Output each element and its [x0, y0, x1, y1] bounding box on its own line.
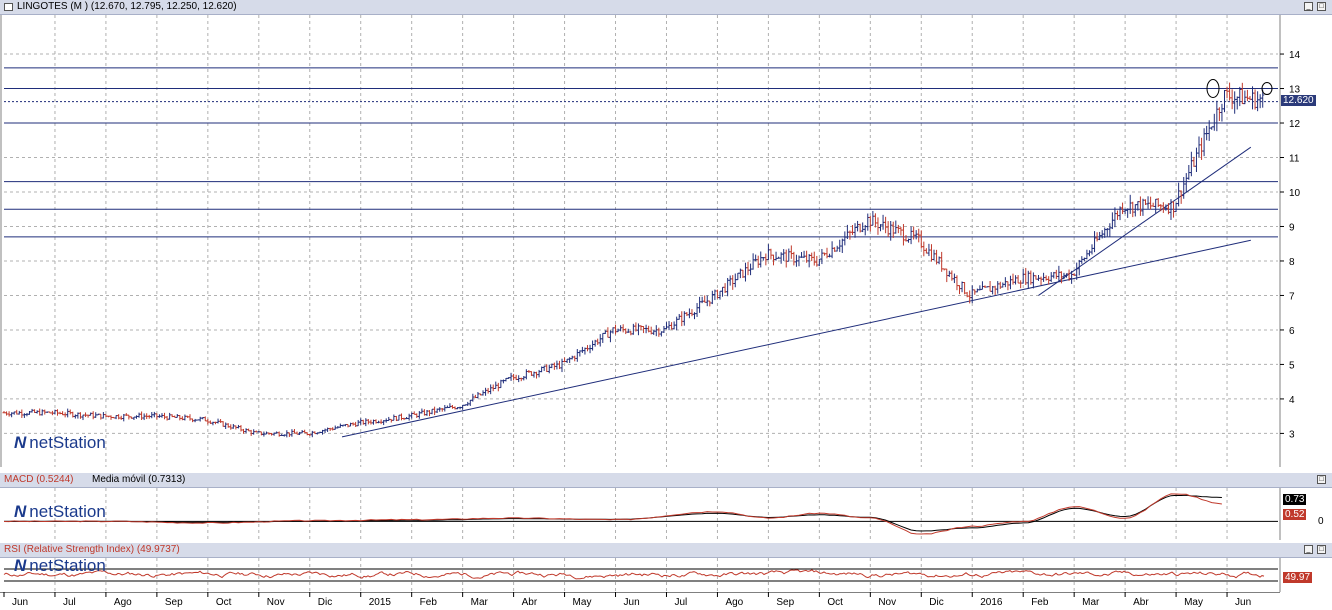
y-tick-label: 5	[1289, 360, 1295, 371]
x-tick-label: Mar	[1082, 597, 1100, 608]
y-tick-label: 13	[1289, 85, 1301, 96]
x-tick-label: May	[573, 597, 592, 608]
annotation-circle	[1206, 79, 1220, 99]
macd-line	[3, 493, 1222, 535]
x-tick-label: Feb	[420, 597, 438, 608]
y-tick-label: 11	[1289, 154, 1300, 165]
y-tick-label: 6	[1289, 326, 1295, 337]
x-tick-label: Dic	[318, 597, 332, 608]
last-price-label: 12.620	[1281, 94, 1316, 106]
maximize-icon[interactable]: □	[1317, 2, 1326, 11]
y-tick-label: 9	[1289, 222, 1295, 233]
maximize-icon[interactable]: □	[1317, 545, 1326, 554]
y-tick-label: 14	[1289, 50, 1301, 61]
x-tick-label: 2015	[369, 597, 392, 608]
x-tick-label: Feb	[1031, 597, 1049, 608]
y-tick-label: 10	[1289, 188, 1301, 199]
x-tick-label: Abr	[522, 597, 538, 608]
x-tick-label: Sep	[776, 597, 794, 608]
x-tick-label: Oct	[827, 597, 843, 608]
x-tick-label: 2016	[980, 597, 1003, 608]
x-tick-label: Jul	[674, 597, 687, 608]
x-tick-label: Mar	[471, 597, 489, 608]
x-tick-label: Dic	[929, 597, 943, 608]
y-tick-label: 8	[1289, 257, 1295, 268]
netstation-logo-icon: N	[14, 433, 27, 452]
macd-signal-title: Media móvil (0.7313)	[92, 474, 186, 485]
x-tick-label: Abr	[1133, 597, 1149, 608]
y-tick-label: 4	[1289, 395, 1295, 406]
main-panel-titlebar: LINGOTES (M ) (12.670, 12.795, 12.250, 1…	[0, 0, 1332, 15]
x-tick-label: Ago	[725, 597, 743, 608]
macd-chart[interactable]	[0, 488, 1332, 540]
netstation-logo-icon: N	[14, 502, 27, 521]
x-tick-label: May	[1184, 597, 1203, 608]
rsi-title: RSI (Relative Strength Index) (49.9737)	[4, 544, 180, 555]
macd-value-box: 0.52	[1283, 509, 1307, 520]
y-tick-label: 12	[1289, 119, 1301, 130]
macd-title: MACD (0.5244)	[4, 474, 74, 485]
macd-signal-line	[4, 494, 1222, 532]
x-tick-label: Jul	[63, 597, 76, 608]
x-tick-label: Ago	[114, 597, 132, 608]
rsi-chart[interactable]	[0, 558, 1332, 592]
macd-zero-tick: 0	[1318, 516, 1324, 527]
x-tick-label: Jun	[624, 597, 640, 608]
macd-panel-titlebar: MACD (0.5244) Media móvil (0.7313) □	[0, 473, 1332, 488]
y-tick-label: 7	[1289, 291, 1295, 302]
x-tick-label: Nov	[878, 597, 896, 608]
netstation-logo-icon: N	[14, 556, 27, 575]
rsi-panel-titlebar: RSI (Relative Strength Index) (49.9737) …	[0, 543, 1332, 558]
minimize-icon[interactable]: _	[1304, 2, 1313, 11]
y-tick-label: 3	[1289, 429, 1295, 440]
macd-signal-value-box: 0.73	[1283, 494, 1307, 505]
trend-line	[341, 239, 1251, 438]
trend-line	[1038, 146, 1252, 296]
x-tick-label: Nov	[267, 597, 285, 608]
minimize-icon[interactable]: _	[1304, 545, 1313, 554]
price-chart[interactable]: 3 4 5 6 7 8 9 10 11 12 13 14	[0, 15, 1332, 467]
rsi-value-box: 49.97	[1283, 572, 1313, 583]
x-tick-label: Sep	[165, 597, 183, 608]
x-tick-label: Jun	[12, 597, 28, 608]
panel-icon	[4, 3, 13, 11]
rsi-line	[3, 569, 1265, 580]
main-panel-title: LINGOTES (M ) (12.670, 12.795, 12.250, 1…	[17, 1, 237, 12]
x-tick-label: Oct	[216, 597, 232, 608]
annotation-circle	[1261, 82, 1273, 96]
x-axis: Jun Jul Ago Sep Oct Nov Dic 2015 Feb Mar Abr May Jun…	[0, 592, 1280, 608]
maximize-icon[interactable]: □	[1317, 475, 1326, 484]
x-tick-label: Jun	[1235, 597, 1251, 608]
